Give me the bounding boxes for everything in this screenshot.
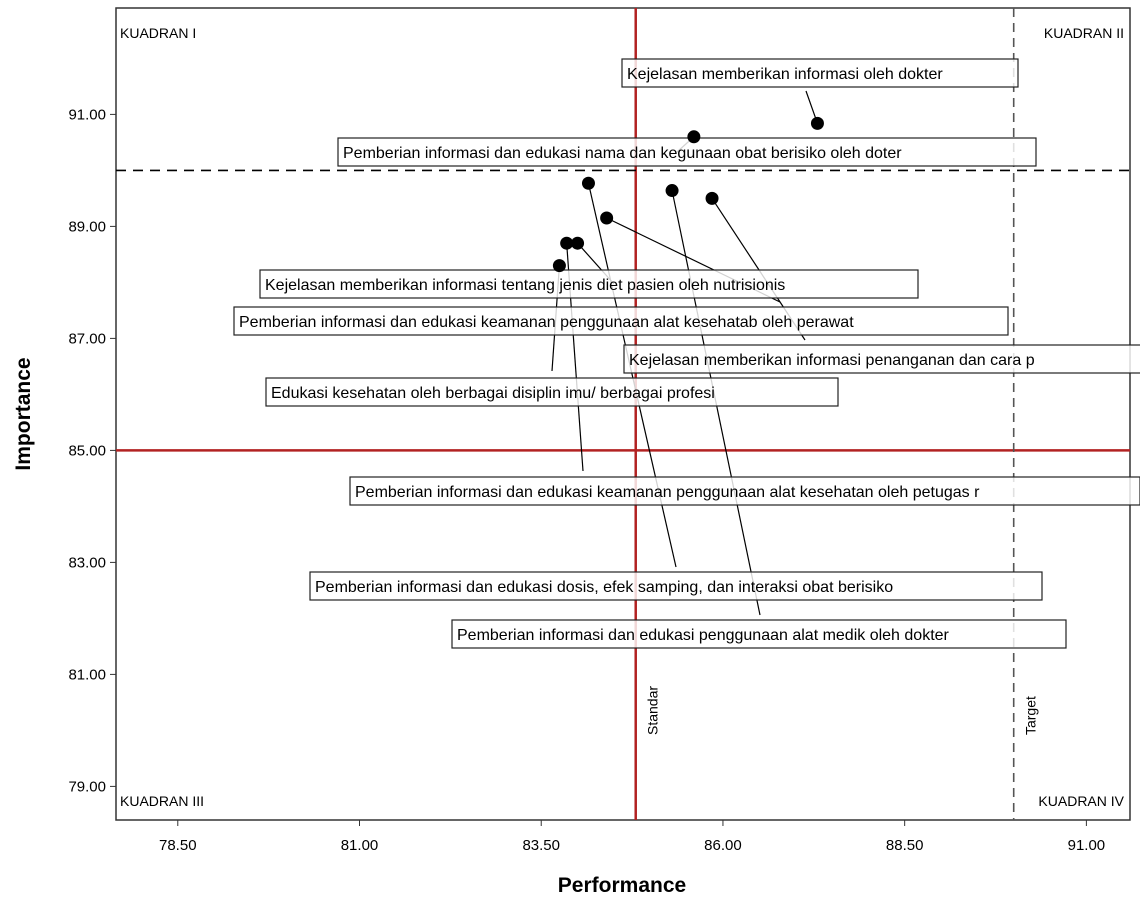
- point-label: Kejelasan memberikan informasi oleh dokt…: [627, 66, 943, 83]
- x-axis-title: Performance: [558, 874, 686, 897]
- y-tick-label: 83.00: [68, 554, 106, 571]
- point-label: Pemberian informasi dan edukasi dosis, e…: [315, 579, 893, 596]
- point-label: Kejelasan memberikan informasi tentang j…: [265, 277, 785, 294]
- reference-line-label: Target: [1023, 696, 1039, 735]
- point-label-box: [621, 58, 1019, 88]
- point-label: Edukasi kesehatan oleh berbagai disiplin…: [271, 385, 715, 402]
- y-axis-title: Importance: [12, 357, 35, 470]
- quadrant-label-bottom-left: KUADRAN III: [120, 793, 204, 809]
- data-point: [705, 191, 719, 205]
- point-label-box: [309, 571, 1043, 601]
- data-point: [665, 184, 679, 198]
- y-tick-label: 81.00: [68, 666, 106, 683]
- data-point: [581, 176, 595, 190]
- point-label-box: [451, 619, 1067, 649]
- point-label-box: [623, 344, 1140, 374]
- point-label: Pemberian informasi dan edukasi pengguna…: [457, 627, 950, 644]
- quadrant-label-top-right: KUADRAN II: [1044, 25, 1124, 41]
- point-label-box: [337, 137, 1037, 167]
- x-tick-label: 78.50: [159, 837, 197, 854]
- quadrant-label-bottom-right: KUADRAN IV: [1038, 793, 1124, 809]
- x-tick-label: 81.00: [341, 837, 379, 854]
- point-label-box: [233, 306, 1009, 336]
- y-tick-label: 87.00: [68, 330, 106, 347]
- quadrant-label-top-left: KUADRAN I: [120, 25, 196, 41]
- y-tick-label: 89.00: [68, 218, 106, 235]
- point-label-box: [349, 476, 1140, 506]
- y-tick-label: 85.00: [68, 442, 106, 459]
- data-point: [552, 259, 566, 273]
- point-label: Pemberian informasi dan edukasi nama dan…: [343, 145, 902, 162]
- plot-frame: [115, 7, 1131, 821]
- y-tick-label: 79.00: [68, 778, 106, 795]
- point-label-box: [259, 269, 919, 299]
- x-tick-label: 83.50: [522, 837, 560, 854]
- point-label-box: [265, 377, 839, 407]
- data-point: [810, 116, 824, 130]
- point-label: Kejelasan memberikan informasi penangana…: [629, 352, 1035, 369]
- point-label: Pemberian informasi dan edukasi keamanan…: [355, 484, 980, 501]
- data-point: [571, 236, 585, 250]
- x-tick-label: 91.00: [1068, 837, 1106, 854]
- x-tick-label: 88.50: [886, 837, 924, 854]
- data-point: [600, 211, 614, 225]
- point-label: Pemberian informasi dan edukasi keamanan…: [239, 314, 854, 331]
- x-tick-label: 86.00: [704, 837, 742, 854]
- data-point: [560, 236, 574, 250]
- reference-line-label: Standar: [645, 686, 661, 735]
- data-point: [687, 130, 701, 144]
- y-tick-label: 91.00: [68, 106, 106, 123]
